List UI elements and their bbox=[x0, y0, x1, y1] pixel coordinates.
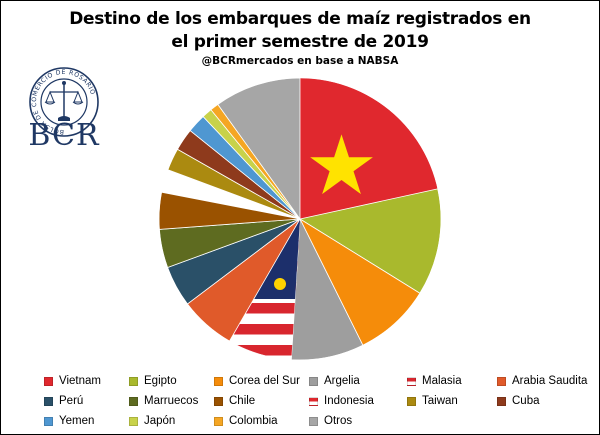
legend-item-marruecos: Marruecos bbox=[129, 392, 214, 410]
legend-label: Corea del Sur bbox=[229, 375, 300, 387]
legend-item-corea-del-sur: Corea del Sur bbox=[214, 372, 309, 390]
vietnam-flag-star bbox=[310, 134, 373, 195]
legend-swatch bbox=[309, 376, 318, 386]
bcr-logo-text: BCR bbox=[28, 118, 100, 153]
legend-item-colombia: Colombia bbox=[214, 412, 309, 430]
legend-label: Egipto bbox=[144, 375, 177, 387]
legend-label: Colombia bbox=[229, 415, 278, 427]
legend-item-peru: Perú bbox=[44, 392, 129, 410]
legend-swatch bbox=[129, 396, 138, 406]
legend-label: Yemen bbox=[59, 415, 95, 427]
legend-label: Taiwan bbox=[422, 395, 458, 407]
legend-label: Vietnam bbox=[59, 375, 101, 387]
legend-label: Perú bbox=[59, 395, 84, 407]
legend-item-cuba: Cuba bbox=[497, 392, 585, 410]
legend-item-argelia: Argelia bbox=[309, 372, 407, 390]
chart-title: Destino de los embarques de maíz registr… bbox=[69, 9, 531, 52]
pie-outline bbox=[158, 77, 442, 361]
legend-item-chile: Chile bbox=[214, 392, 309, 410]
legend-item-vietnam: Vietnam bbox=[44, 372, 129, 390]
legend-label: Chile bbox=[229, 395, 256, 407]
legend-label: Otros bbox=[324, 415, 353, 427]
legend-swatch bbox=[309, 416, 318, 426]
legend-label: Argelia bbox=[324, 375, 360, 387]
legend-label: Japón bbox=[144, 415, 176, 427]
legend-swatch bbox=[44, 376, 53, 386]
legend-item-yemen: Yemen bbox=[44, 412, 129, 430]
legend-swatch bbox=[44, 396, 53, 406]
legend-swatch bbox=[214, 376, 223, 386]
legend-swatch bbox=[497, 396, 506, 406]
pie-slices bbox=[158, 77, 442, 361]
legend-swatch bbox=[44, 416, 53, 426]
legend-item-otros: Otros bbox=[309, 412, 407, 430]
legend-label: Cuba bbox=[512, 395, 540, 407]
legend-label: Indonesia bbox=[324, 395, 374, 407]
legend-swatch bbox=[309, 396, 318, 406]
legend-swatch bbox=[129, 416, 138, 426]
legend-label: Marruecos bbox=[144, 395, 199, 407]
legend-item-malasia: Malasia bbox=[407, 372, 497, 390]
bcr-seal-logo: BOLSA DE COMERCIO DE ROSARIO bbox=[29, 67, 99, 137]
legend-item-arabia-saudita: Arabia Saudita bbox=[497, 372, 588, 390]
legend-item-taiwan: Taiwan bbox=[407, 392, 497, 410]
legend-item-egipto: Egipto bbox=[129, 372, 214, 390]
chart-subtitle: @BCRmercados en base a NABSA bbox=[201, 55, 399, 67]
legend-item-indonesia: Indonesia bbox=[309, 392, 407, 410]
legend-swatch bbox=[214, 396, 223, 406]
chart-legend: Vietnam Egipto Corea del Sur Argelia Malasia… bbox=[44, 372, 588, 430]
legend-swatch bbox=[407, 396, 416, 406]
legend-label: Malasia bbox=[422, 375, 462, 387]
pie-slice-vietnam bbox=[300, 78, 438, 219]
legend-swatch bbox=[129, 376, 138, 386]
legend-item-japon: Japón bbox=[129, 412, 214, 430]
legend-swatch bbox=[214, 416, 223, 426]
legend-label: Arabia Saudita bbox=[512, 375, 588, 387]
legend-swatch bbox=[407, 376, 416, 386]
legend-swatch bbox=[497, 376, 506, 386]
